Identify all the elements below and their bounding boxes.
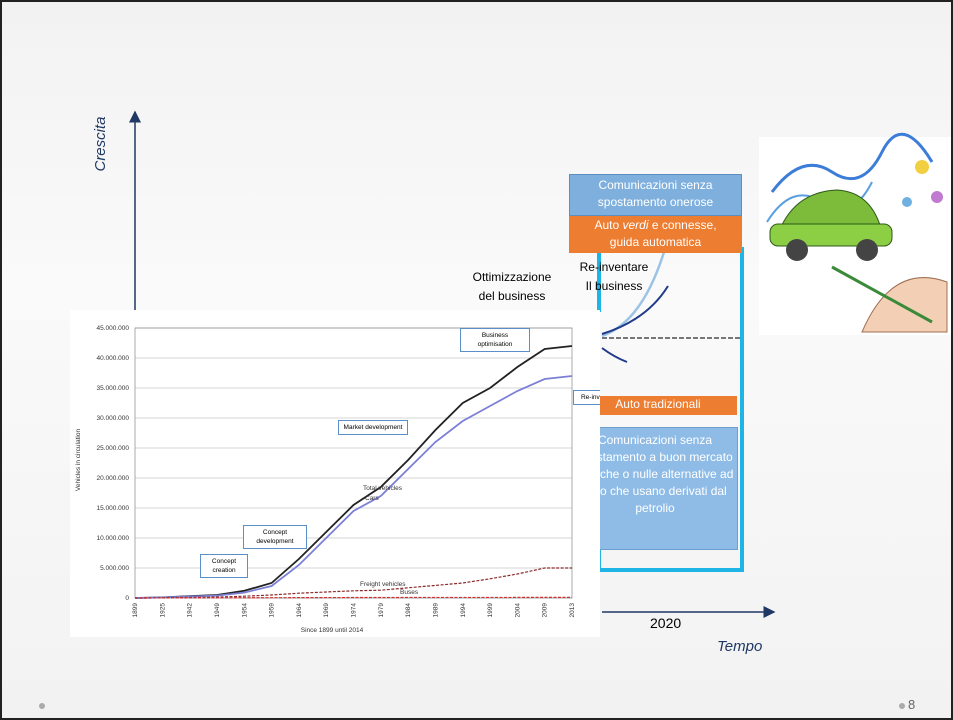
series-label: Buses (400, 589, 419, 596)
series-label: Total vehicles (363, 485, 403, 492)
footer-dot (899, 703, 905, 709)
y-tick-label: 20.000.000 (96, 475, 129, 482)
x-tick-label: 1899 (132, 603, 139, 618)
y-tick-label: 0 (125, 595, 129, 602)
annotation: Concept development (243, 525, 307, 549)
x-tick-label: 2013 (569, 603, 576, 618)
series-line (134, 567, 572, 599)
growth-curve (601, 251, 666, 338)
annotation: Market development (338, 420, 408, 435)
annotation: Re-invent busines (573, 390, 600, 405)
box-line: guida automatica (609, 235, 702, 249)
x-tick-label: 1979 (378, 603, 385, 618)
page-number: 8 (908, 697, 916, 712)
y-tick-label: 30.000.000 (96, 415, 129, 422)
scenario-box: Auto tradizionali (579, 396, 737, 415)
series-label: Freight vehicles (360, 581, 406, 588)
label-line: Ottimizzazione (472, 270, 552, 284)
scenario-box: Comunicazioni senza spostamento onerose (569, 174, 742, 216)
label-line: Il business (585, 279, 643, 293)
box-line: Comunicazioni senza (598, 178, 713, 192)
phase-label: Re-inventare Il business (574, 258, 654, 296)
x-tick-label: 1942 (187, 603, 194, 618)
x-tick-label: 1969 (323, 603, 330, 618)
box-line: spostamento onerose (597, 195, 714, 209)
y-tick-label: 35.000.000 (96, 385, 129, 392)
box-line: Auto verdi e connesse, (569, 217, 742, 234)
text: e connesse, (651, 218, 717, 232)
growth-curve (601, 285, 669, 335)
y-tick-label: 25.000.000 (96, 445, 129, 452)
x-axis-title: Since 1899 until 2014 (301, 627, 364, 634)
series-line (134, 596, 572, 599)
scenario-box: Auto verdi e connesse, guida automatica (569, 216, 742, 253)
chart-image: 0 5.000.000 10.000.000 15.000.000 20.000.000… (70, 310, 600, 637)
x-tick-label: 2009 (542, 603, 549, 618)
x-tick-label: 2004 (514, 603, 521, 618)
x-tick-label: 1994 (460, 603, 467, 618)
y-tick-label: 15.000.000 (96, 505, 129, 512)
x-tick-label: 1964 (296, 603, 303, 618)
text: Auto (594, 218, 620, 232)
chart: 0 5.000.000 10.000.000 15.000.000 20.000.000… (75, 325, 576, 634)
series-line (134, 375, 573, 599)
x-axis-label: Tempo (717, 638, 763, 655)
x-tick-label: 1959 (269, 603, 276, 618)
y-tick-label: 10.000.000 (96, 535, 129, 542)
y-tick-label: 5.000.000 (100, 565, 129, 572)
car-illustration (759, 132, 951, 335)
x-tick-label: 1925 (159, 603, 166, 618)
label-line: Re-inventare (579, 260, 649, 274)
decline-curve (601, 347, 628, 363)
year-label: 2020 (650, 615, 682, 631)
text: verdi (622, 218, 649, 232)
annotation: Business optimisation (460, 328, 530, 352)
footer-dot (39, 703, 45, 709)
x-tick-label: 1989 (432, 603, 439, 618)
phase-label: Ottimizzazione del business (452, 268, 572, 306)
x-tick-label: 1974 (351, 603, 358, 618)
x-tick-label: 1999 (487, 603, 494, 618)
x-tick-label: 1984 (405, 603, 412, 618)
y-tick-label: 45.000.000 (96, 325, 129, 332)
y-axis-title: Vehicles in circulation (75, 429, 82, 492)
x-tick-label: 1949 (214, 603, 221, 618)
annotation: Concept creation (200, 554, 248, 578)
label-line: del business (478, 289, 546, 303)
y-axis-label: Crescita (92, 116, 109, 172)
series-label: Cars (365, 495, 379, 502)
y-tick-label: 40.000.000 (96, 355, 129, 362)
x-tick-label: 1954 (241, 603, 248, 618)
